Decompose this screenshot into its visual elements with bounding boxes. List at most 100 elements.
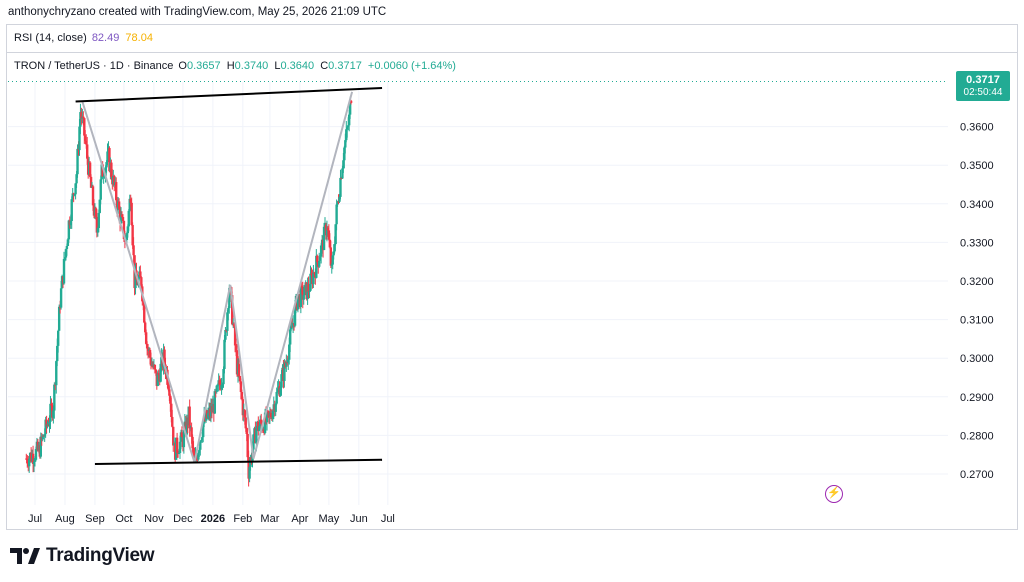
rsi-ma-value: 78.04 (125, 32, 153, 44)
candle-body (310, 273, 313, 275)
candle-body (248, 466, 251, 479)
candle-body (67, 220, 71, 240)
candle-body (74, 183, 77, 195)
candle-body (303, 285, 306, 296)
candle-body (237, 363, 241, 377)
candle-body (239, 381, 243, 393)
candle-body (84, 135, 87, 141)
candle-body (319, 245, 323, 257)
candle-body (234, 345, 238, 351)
close-value: 0.3717 (328, 60, 362, 72)
symbol-legend[interactable]: TRON / TetherUS · 1D · Binance O0.3657 H… (14, 60, 459, 72)
x-tick-label: 2026 (201, 513, 225, 525)
candle-body (125, 233, 129, 240)
rsi-value: 82.49 (91, 32, 120, 44)
candle-body (338, 196, 341, 202)
candles (25, 96, 353, 487)
low-value: 0.3640 (280, 60, 315, 72)
candle-body (322, 226, 326, 251)
candle-body (115, 182, 118, 201)
candle-body (206, 413, 210, 419)
candle-body (50, 403, 53, 406)
resistance-line (75, 87, 383, 103)
candle-body (333, 244, 336, 252)
y-tick-label: 0.3400 (960, 199, 994, 211)
candle-body (159, 363, 162, 382)
candle-body (346, 127, 349, 130)
candle-body (339, 177, 342, 197)
change-value: +0.0060 (+1.64%) (367, 60, 456, 72)
candle-body (200, 440, 203, 442)
high-label: H (226, 60, 235, 72)
candle-body (313, 272, 316, 274)
candle-body (190, 427, 193, 437)
candle-body (202, 423, 205, 438)
chart-credit: anthonychryzano created with TradingView… (8, 6, 387, 18)
candle-body (43, 434, 46, 437)
open-value: 0.3657 (186, 60, 221, 72)
candle-body (139, 271, 142, 278)
rsi-legend[interactable]: RSI (14, close) 82.49 78.04 (14, 32, 156, 44)
symbol-title: TRON / TetherUS · 1D · Binance (14, 60, 174, 72)
price-axis: 0.2700 0.2800 0.2900 0.3000 0.3100 0.3200 0.33… (960, 122, 994, 481)
candle-body (246, 433, 249, 458)
candle-body (343, 147, 346, 161)
candle-body (335, 204, 338, 225)
w-pattern-line (81, 91, 354, 463)
candle-body (120, 214, 124, 218)
candle-body (144, 332, 148, 344)
lightning-icon[interactable]: ⚡ (825, 485, 843, 503)
candle-body (130, 202, 133, 225)
chart-frame[interactable] (6, 24, 1018, 530)
candle-body (188, 406, 191, 429)
candle-body (53, 384, 56, 411)
candle-body (240, 392, 244, 400)
candle-body (271, 410, 275, 420)
candle-body (330, 264, 333, 266)
candle-body (157, 373, 160, 375)
candle-body (89, 176, 93, 188)
candle-body (65, 245, 69, 250)
candle-body (316, 255, 319, 263)
candle-body (243, 410, 246, 418)
candle-body (127, 210, 130, 227)
candle-body (57, 306, 61, 331)
candle-body (301, 286, 304, 300)
x-tick-label: Apr (291, 513, 308, 525)
candle-body (296, 299, 300, 310)
y-tick-label: 0.2800 (960, 430, 994, 442)
candle-body (101, 164, 104, 177)
candle-body (235, 350, 239, 375)
x-tick-label: May (318, 513, 339, 525)
candle-body (26, 458, 29, 464)
candle-body (178, 441, 182, 454)
candle-body (232, 323, 236, 327)
candle-body (332, 251, 335, 256)
candle-body (344, 140, 347, 148)
last-price: 0.3717 (966, 74, 1000, 86)
candle-body (307, 283, 310, 292)
candle-body (309, 273, 312, 291)
candle-body (180, 432, 184, 438)
candle-body (223, 339, 226, 370)
candle-body (85, 140, 88, 145)
candle-body (56, 345, 59, 362)
candle-body (171, 416, 174, 427)
candle-body (79, 112, 82, 127)
candle-body (39, 436, 43, 457)
candle-body (312, 272, 315, 285)
candle-body (117, 201, 121, 210)
candle-body (216, 384, 219, 386)
candle-body (110, 162, 113, 177)
candle-body (266, 410, 270, 412)
candle-body (98, 199, 101, 213)
candle-body (170, 403, 173, 417)
rsi-pane-divider[interactable] (6, 52, 1018, 53)
candle-body (48, 421, 51, 426)
candle-body (199, 441, 202, 450)
candle-body (129, 198, 132, 203)
candle-body (185, 417, 188, 435)
candle-body (349, 100, 353, 103)
candle-body (329, 247, 333, 266)
